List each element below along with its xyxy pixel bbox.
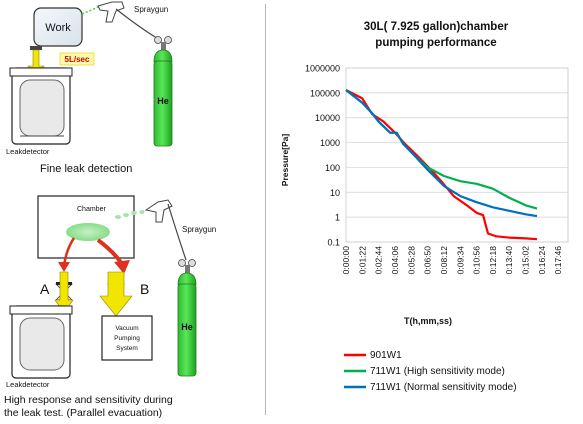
x-tick-label: 0:08:12 xyxy=(439,246,449,275)
sniffer-hose xyxy=(81,5,101,15)
spraygun-label-top: Spraygun xyxy=(134,5,168,14)
y-tick-labels: 1000000 100000 10000 1000 100 10 1 0.1 xyxy=(305,64,340,248)
leakdetector-icon-top xyxy=(9,67,73,145)
gridlines xyxy=(346,67,568,243)
chamber-label: Chamber xyxy=(77,206,106,213)
yellow-flow-arrow-b xyxy=(99,271,133,317)
caption-bottom-line-1: High response and sensitivity during xyxy=(4,394,173,406)
series-lines xyxy=(345,89,538,241)
x-tick-label: 0:09:34 xyxy=(455,246,465,275)
caption-bottom-line-2: the leak test. (Parallel evacuation) xyxy=(4,407,162,419)
pump-label-line-1: Vacuum xyxy=(115,325,138,332)
bottom-diagram: Chamber Spraygun He xyxy=(4,195,216,419)
y-axis-label: Pressure[Pa] xyxy=(280,134,290,187)
x-tick-labels: 0:00:00 0:01:22 0:02:44 0:04:06 0:05:28 0:06:… xyxy=(341,246,563,275)
rate-label: 5L/sec xyxy=(65,55,90,64)
x-tick-label: 0:10:56 xyxy=(472,246,482,275)
y-tick-label: 1 xyxy=(335,213,340,223)
chart-subtitle: pumping performance xyxy=(375,37,496,49)
valve-a-label: A xyxy=(40,281,50,297)
x-tick-label: 0:15:02 xyxy=(521,246,531,275)
x-tick-label: 0:12:18 xyxy=(488,246,498,275)
spraygun-label-bottom: Spraygun xyxy=(182,225,216,234)
pump-box xyxy=(101,315,153,361)
y-tick-label: 10 xyxy=(330,188,340,198)
x-tick-label: 0:04:06 xyxy=(390,246,400,275)
red-flow-arrowhead xyxy=(58,262,70,272)
y-tick-label: 0.1 xyxy=(327,238,340,248)
legend-label: 711W1 (High sensitivity mode) xyxy=(370,366,505,377)
y-tick-label: 100 xyxy=(325,163,340,173)
x-tick-label: 0:16:24 xyxy=(537,246,547,275)
rate-badge xyxy=(59,52,95,66)
red-flow-arrowhead-b xyxy=(114,260,130,274)
gas-label-top: He xyxy=(157,96,169,106)
x-tick-label: 0:05:28 xyxy=(406,246,416,275)
legend-label: 901W1 xyxy=(370,350,402,361)
plot-area xyxy=(345,67,569,243)
y-tick-label: 100000 xyxy=(310,88,340,98)
leakdetector-label-bottom: Leakdetector xyxy=(6,380,50,389)
series-line-2 xyxy=(345,89,538,218)
leak-detection-diagrams: Work Spraygun He 5L/sec xyxy=(0,0,262,419)
helium-cylinder-icon-bottom xyxy=(177,259,197,377)
helium-spray-dots xyxy=(115,210,145,219)
top-diagram: Work Spraygun He 5L/sec xyxy=(6,1,173,175)
helium-cloud xyxy=(66,223,110,241)
caption-top: Fine leak detection xyxy=(40,163,132,175)
pump-label-line-3: System xyxy=(116,345,138,352)
helium-cylinder-icon xyxy=(153,36,173,147)
leakdetector-icon-bottom xyxy=(9,305,73,379)
legend-label: 711W1 (Normal sensitivity mode) xyxy=(370,382,517,393)
pump-label-line-2: Pumping xyxy=(114,335,140,342)
x-tick-label: 0:02:44 xyxy=(374,246,384,275)
chart-svg: 30L( 7.925 gallon)chamber pumping perfor… xyxy=(280,21,569,393)
work-label: Work xyxy=(45,22,71,34)
chart-title: 30L( 7.925 gallon)chamber xyxy=(364,21,509,33)
valve-b-label: B xyxy=(140,281,149,297)
leakdetector-label-top: Leakdetector xyxy=(6,147,50,156)
x-tick-label: 0:06:50 xyxy=(423,246,433,275)
work-box xyxy=(33,7,83,47)
x-tick-label: 0:17:46 xyxy=(553,246,563,275)
chart-legend: 901W1 711W1 (High sensitivity mode) 711W1 … xyxy=(344,350,517,393)
pumping-performance-chart: 30L( 7.925 gallon)chamber pumping perfor… xyxy=(266,0,583,419)
x-tick-label: 0:01:22 xyxy=(357,246,367,275)
gas-label-bottom: He xyxy=(181,322,193,332)
y-tick-label: 1000 xyxy=(320,138,340,148)
x-tick-label: 0:13:40 xyxy=(504,246,514,275)
x-tick-label: 0:00:00 xyxy=(341,246,351,275)
panel-divider xyxy=(265,4,266,415)
y-tick-label: 1000000 xyxy=(305,64,340,74)
top-valve xyxy=(30,46,42,50)
x-axis-label: T(h,mm,ss) xyxy=(404,316,452,326)
spraygun-icon-bottom xyxy=(144,199,187,261)
diagrams-svg: Work Spraygun He 5L/sec xyxy=(4,1,216,419)
y-tick-label: 10000 xyxy=(315,113,340,123)
